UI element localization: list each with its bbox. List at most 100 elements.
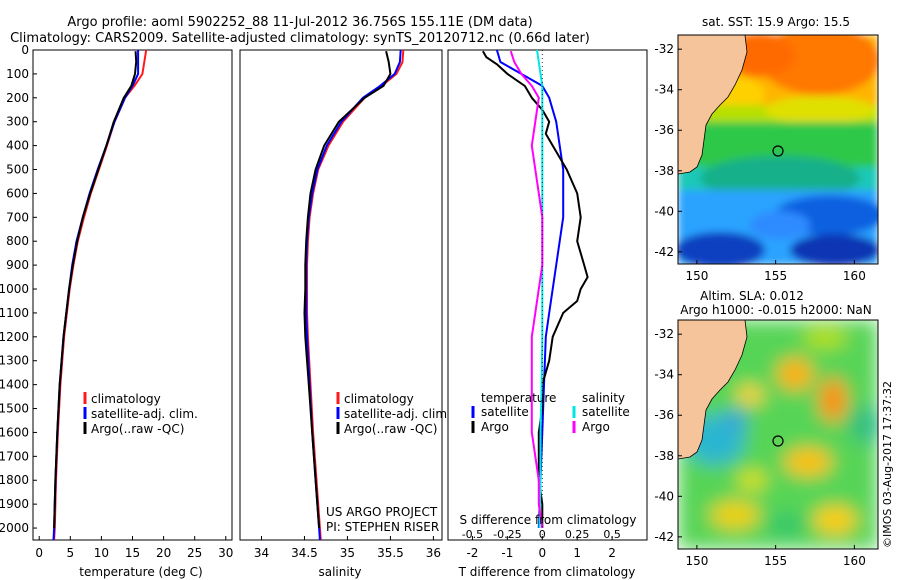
figure-title-line2: Climatology: CARS2009. Satellite-adjuste… — [10, 31, 590, 46]
pi-annotation: PI: STEPHEN RISER — [326, 520, 439, 534]
salinity-xlabel: salinity — [318, 565, 361, 579]
map-y-tick-label: -40 — [654, 204, 674, 218]
secondary-tick-label: 0.5 — [603, 528, 621, 541]
x-tick-label: 25 — [187, 546, 202, 560]
y-tick-label: 1200 — [0, 330, 29, 344]
temperature-legend: climatology satellite-adj. clim. Argo(..… — [83, 392, 198, 436]
legend-label-climatology: climatology — [91, 392, 161, 406]
secondary-tick-label: 0.25 — [565, 528, 590, 541]
y-tick-label: 1500 — [0, 402, 29, 416]
y-tick-label: 1700 — [0, 449, 29, 463]
secondary-xlabel: S difference from climatology — [460, 513, 637, 527]
map-y-tick-label: -42 — [654, 245, 674, 259]
x-tick-label: 2 — [608, 546, 616, 560]
legend-label-satellite: satellite-adj. clim. — [344, 407, 451, 421]
temperature-tick-labels: 0 5 10 15 20 25 30 — [35, 536, 233, 560]
x-tick-label: 15 — [125, 546, 140, 560]
map-y-tick-label: -36 — [654, 123, 674, 137]
map-y-tick-label: -40 — [654, 489, 674, 503]
y-tick-label: 500 — [6, 163, 29, 177]
y-tick-label: 1800 — [0, 473, 29, 487]
y-tick-label: 2000 — [0, 521, 29, 535]
map-x-tick-label: 155 — [764, 554, 787, 568]
y-tick-label: 100 — [6, 67, 29, 81]
map-x-tick-label: 160 — [843, 269, 866, 283]
salinity-tick-labels: 34 34.5 35 35.5 36 — [254, 536, 441, 560]
legend-header-salinity: salinity — [582, 391, 625, 405]
x-tick-label: 35.5 — [377, 546, 404, 560]
sla-map-panel: Altim. SLA: 0.012 Argo h1000: -0.015 h20… — [654, 289, 879, 568]
legend-label-salinity-satellite: satellite — [582, 405, 630, 419]
sst-profile-marker — [772, 145, 784, 157]
y-tick-label: 300 — [6, 115, 29, 129]
sst-map-frame — [677, 34, 879, 265]
series-line-salinity-satellite — [536, 49, 544, 529]
y-tick-label: 1300 — [0, 354, 29, 368]
map-y-tick-label: -32 — [654, 327, 674, 341]
difference-xlabel: T difference from climatology — [458, 565, 636, 579]
map-x-tick-label: 155 — [764, 269, 787, 283]
series-line-argo-raw-qc — [303, 50, 392, 529]
y-tick-label: 1100 — [0, 306, 29, 320]
map-x-tick-label: 150 — [685, 269, 708, 283]
sla-map-title-line2: Argo h1000: -0.015 h2000: NaN — [680, 303, 872, 317]
secondary-tick-label: -0.25 — [493, 528, 521, 541]
series-line-salinity-argo — [509, 50, 544, 529]
y-tick-label: 1400 — [0, 378, 29, 392]
x-tick-label: 36 — [426, 546, 441, 560]
y-tick-label: 600 — [6, 186, 29, 200]
series-line-argo-raw-qc — [53, 51, 138, 529]
x-tick-label: 5 — [66, 546, 74, 560]
difference-tick-labels: -2 -1 0 1 2-0.5 -0.25 0 0.25 0.5 — [462, 528, 621, 560]
legend-label-salinity-argo: Argo — [582, 420, 610, 434]
figure-title-line1: Argo profile: aoml 5902252_88 11-Jul-201… — [67, 15, 532, 30]
y-tick-label: 200 — [6, 91, 29, 105]
temperature-axes-frame — [32, 49, 233, 541]
x-tick-label: 0 — [35, 546, 43, 560]
map-y-tick-label: -34 — [654, 368, 674, 382]
temperature-xlabel: temperature (deg C) — [79, 565, 202, 579]
legend-label-argo: Argo(..raw -QC) — [344, 422, 437, 436]
sla-map-land — [678, 320, 748, 460]
sla-map-frame — [677, 319, 879, 550]
difference-legend: temperature satellite Argo salinity sate… — [471, 391, 630, 434]
map-y-tick-label: -38 — [654, 449, 674, 463]
x-tick-label: 1 — [573, 546, 581, 560]
sst-map-tick-labels: 150 155 160 -32 -34 -36 -38 -40 -42 — [654, 42, 865, 283]
difference-profile-lines — [482, 49, 589, 540]
legend-label-temperature-satellite: satellite — [481, 405, 529, 419]
sst-map-field — [678, 35, 878, 264]
map-y-tick-label: -42 — [654, 530, 674, 544]
x-tick-label: 20 — [156, 546, 171, 560]
sla-profile-marker — [772, 435, 784, 447]
map-y-tick-label: -34 — [654, 83, 674, 97]
x-tick-label: 30 — [218, 546, 233, 560]
map-y-tick-label: -38 — [654, 164, 674, 178]
legend-label-temperature-argo: Argo — [481, 420, 509, 434]
project-annotation: US ARGO PROJECT — [326, 505, 438, 519]
salinity-profile-lines — [303, 49, 405, 541]
depth-tick-labels: 0 100 200 300 400 500 600 700 800 900 1000 1100 1200… — [0, 43, 37, 535]
x-tick-label: -1 — [501, 546, 513, 560]
sst-map-land — [678, 35, 748, 175]
map-x-tick-label: 150 — [685, 554, 708, 568]
y-tick-label: 1000 — [0, 282, 29, 296]
legend-label-climatology: climatology — [344, 392, 414, 406]
difference-panel: -2 -1 0 1 2-0.5 -0.25 0 0.25 0.5 T difference fr… — [447, 49, 648, 579]
sla-map-title-line1: Altim. SLA: 0.012 — [700, 289, 804, 303]
sst-map-title: sat. SST: 15.9 Argo: 15.5 — [702, 15, 850, 29]
sla-map-field — [678, 320, 878, 549]
temperature-panel: 0100200300400500600700800900100011001200… — [0, 43, 233, 579]
map-x-tick-label: 160 — [843, 554, 866, 568]
y-tick-label: 1900 — [0, 497, 29, 511]
salinity-panel: 34 34.5 35 35.5 36 salinity climatology sate… — [239, 49, 451, 579]
sla-map-tick-labels: 150 155 160 -32 -34 -36 -38 -40 -42 — [654, 327, 865, 568]
y-tick-label: 800 — [6, 234, 29, 248]
y-tick-label: 0 — [21, 43, 29, 57]
legend-header-temperature: temperature — [481, 391, 556, 405]
sst-map-panel: sat. SST: 15.9 Argo: 15.5 1 — [654, 15, 879, 283]
x-tick-label: 34 — [254, 546, 269, 560]
difference-axes-frame — [447, 49, 648, 541]
legend-label-satellite: satellite-adj. clim. — [91, 407, 198, 421]
